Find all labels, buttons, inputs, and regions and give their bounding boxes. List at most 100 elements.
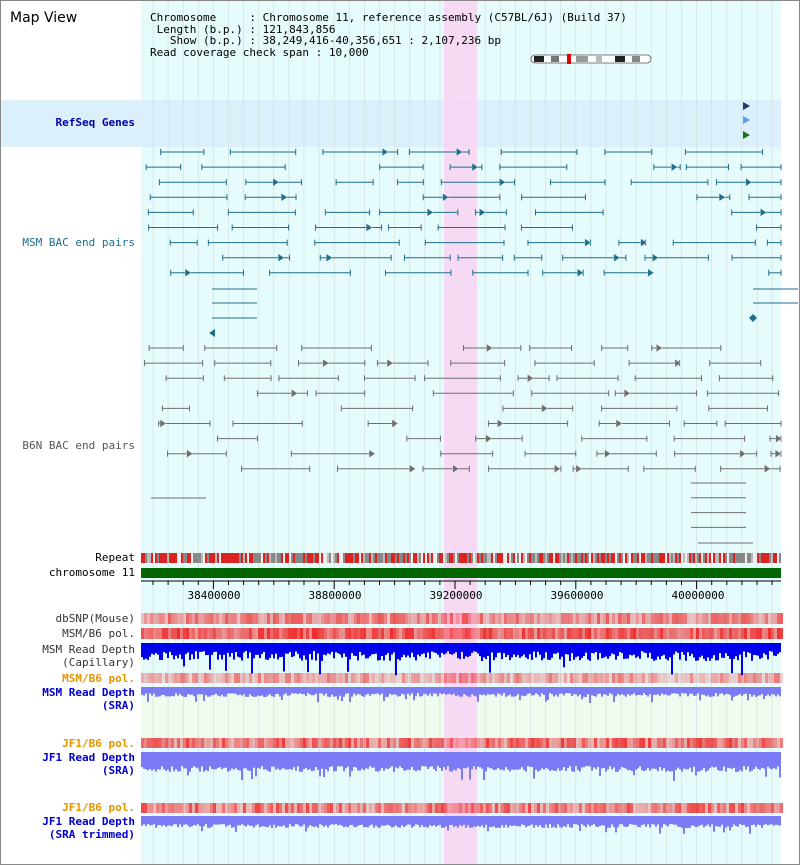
repeat-cell	[685, 553, 687, 563]
msm-depth-capillary-bar	[677, 643, 679, 653]
msm-depth-capillary-bar	[291, 643, 293, 658]
jf1-b6-pol-trimmed-cell	[555, 803, 558, 813]
msm-depth-sra-bar	[473, 687, 475, 696]
jf1-b6-pol-trimmed-cell	[417, 803, 420, 813]
jf1-b6-pol-trimmed-cell	[507, 803, 510, 813]
jf1-b6-pol-trimmed-cell	[171, 803, 174, 813]
polymorphism-heat-tracks[interactable]	[141, 613, 783, 813]
msm-depth-capillary-bar	[659, 643, 661, 660]
jf1-depth-sra-bar	[639, 752, 641, 767]
repeat-cell	[147, 553, 149, 563]
dbsnp-cell	[276, 613, 279, 624]
jf1-depth-sra-bar	[629, 752, 631, 770]
jf1-b6-pol-trimmed-cell	[615, 803, 618, 813]
msm-bac-end-pairs-track[interactable]	[145, 147, 798, 337]
msm-b6-pol-sra-cell	[354, 673, 357, 683]
dbsnp-cell	[579, 613, 582, 624]
read-depth-tracks[interactable]	[141, 643, 781, 834]
repeat-cell	[245, 553, 247, 563]
jf1-depth-sra-bar	[335, 752, 337, 772]
repeat-cell	[673, 553, 675, 563]
jf1-b6-pol-sra-cell	[396, 738, 399, 748]
msm-depth-capillary-bar	[537, 643, 539, 652]
msm-depth-capillary-bar	[671, 643, 673, 675]
msm-b6-pol-capillary-cell	[336, 628, 339, 639]
jf1-b6-pol-sra-cell	[762, 738, 765, 748]
repeat-cell	[431, 553, 433, 563]
msm-b6-pol-capillary-cell	[507, 628, 510, 639]
jf1-b6-pol-sra-cell	[210, 738, 213, 748]
msm-depth-sra-bar	[669, 687, 671, 696]
jf1-b6-pol-sra-cell	[525, 738, 528, 748]
repeat-cell	[595, 553, 597, 563]
msm-b6-pol-sra-cell	[528, 673, 531, 683]
chromosome-bar[interactable]	[141, 568, 781, 578]
msm-depth-capillary-bar	[427, 643, 429, 653]
repeat-cell	[239, 553, 241, 563]
jf1-b6-pol-trimmed-cell	[144, 803, 147, 813]
msm-b6-pol-sra-cell	[765, 673, 768, 683]
jf1-b6-pol-trimmed-cell	[738, 803, 741, 813]
msm-b6-pol-sra-cell	[708, 673, 711, 683]
jf1-depth-trimmed-bar	[359, 816, 361, 825]
jf1-b6-pol-sra-cell	[450, 738, 453, 748]
b6n-bac-pair-arrow	[485, 434, 493, 443]
jf1-depth-sra-bar	[675, 752, 677, 770]
repeat-cell	[143, 553, 145, 563]
jf1-depth-sra-bar	[703, 752, 705, 769]
refseq-genes-track[interactable]	[743, 102, 750, 139]
jf1-depth-sra-bar	[643, 752, 645, 772]
jf1-depth-trimmed-bar	[303, 816, 305, 825]
jf1-depth-trimmed-bar	[763, 816, 765, 825]
msm-depth-capillary-bar	[527, 643, 529, 660]
msm-depth-sra-bar	[747, 687, 749, 701]
jf1-depth-trimmed-bar	[577, 816, 579, 826]
jf1-b6-pol-trimmed-cell	[561, 803, 564, 813]
jf1-b6-pol-sra-cell	[681, 738, 684, 748]
dbsnp-cell	[369, 613, 372, 624]
chromosome-ideogram[interactable]	[530, 54, 652, 64]
b6n-bac-end-pairs-track[interactable]	[143, 343, 782, 544]
msm-b6-pol-capillary-cell	[771, 628, 774, 639]
msm-b6-pol-capillary-cell	[354, 628, 357, 639]
selection-highlight[interactable]	[444, 1, 477, 865]
repeat-track[interactable]	[141, 553, 781, 563]
msm-b6-pol-sra-cell	[366, 673, 369, 683]
msm-depth-sra-bar	[715, 687, 717, 694]
jf1-depth-sra-bar	[313, 752, 315, 771]
msm-b6-pol-capillary-cell	[525, 628, 528, 639]
dbsnp-cell	[465, 613, 468, 624]
msm-depth-capillary-bar	[621, 643, 623, 653]
msm-depth-capillary-bar	[523, 643, 525, 655]
jf1-depth-sra-bar	[233, 752, 235, 770]
msm-depth-capillary-bar	[531, 643, 533, 660]
jf1-depth-trimmed-bar	[487, 816, 489, 832]
msm-b6-pol-capillary-cell	[342, 628, 345, 639]
msm-depth-sra-bar	[447, 687, 449, 694]
repeat-cell	[555, 553, 557, 563]
jf1-b6-pol-trimmed-cell	[372, 803, 375, 813]
jf1-b6-pol-trimmed-cell	[195, 803, 198, 813]
dbsnp-cell	[363, 613, 366, 624]
msm-b6-pol-capillary-cell	[249, 628, 252, 639]
msm-b6-pol-capillary-cell	[687, 628, 690, 639]
msm-b6-pol-sra-cell	[759, 673, 762, 683]
jf1-b6-pol-trimmed-cell	[666, 803, 669, 813]
repeat-cell	[615, 553, 617, 563]
dbsnp-cell	[777, 613, 780, 624]
jf1-b6-pol-trimmed-cell	[270, 803, 273, 813]
jf1-depth-trimmed-bar	[615, 816, 617, 833]
jf1-b6-pol-sra-cell	[363, 738, 366, 748]
msm-depth-sra-bar	[619, 687, 621, 696]
jf1-depth-sra-bar	[623, 752, 625, 768]
msm-b6-pol-capillary-cell	[207, 628, 210, 639]
jf1-depth-trimmed-bar	[603, 816, 605, 826]
jf1-depth-trimmed-bar	[427, 816, 429, 828]
jf1-b6-pol-trimmed-cell	[369, 803, 372, 813]
jf1-b6-pol-trimmed-cell	[351, 803, 354, 813]
jf1-b6-pol-trimmed-cell	[429, 803, 432, 813]
dbsnp-cell	[459, 613, 462, 624]
msm-b6-pol-capillary-cell	[375, 628, 378, 639]
msm-b6-pol-sra-cell	[576, 673, 579, 683]
